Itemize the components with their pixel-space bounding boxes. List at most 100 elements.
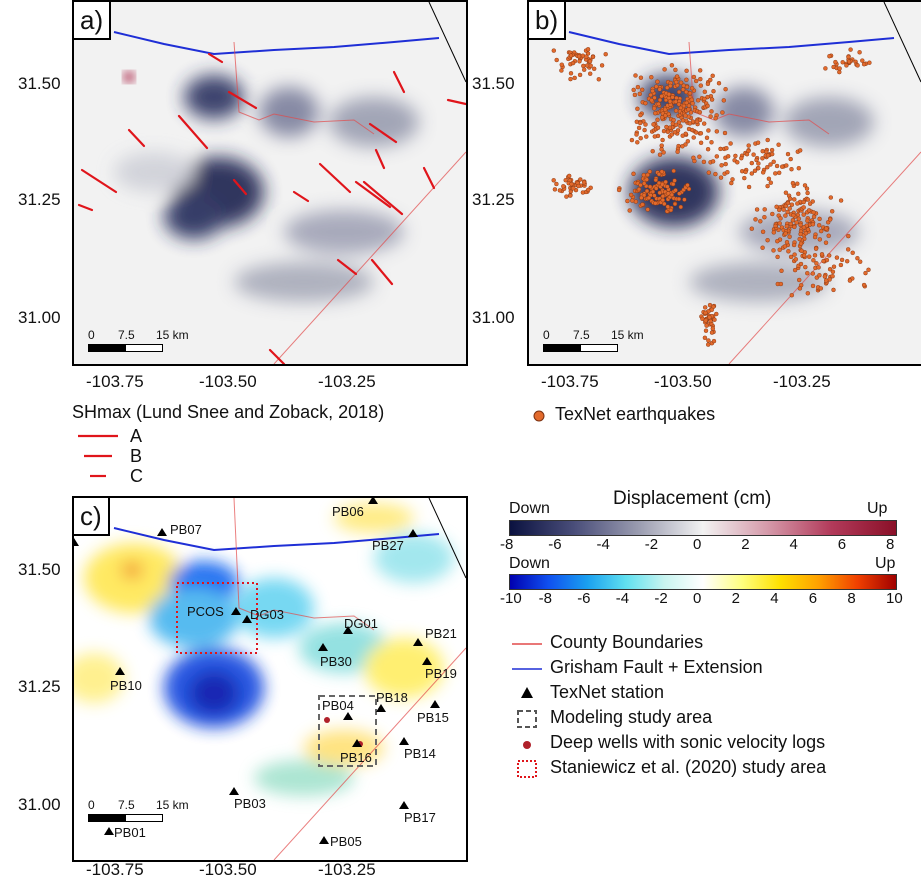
earthquake-point [811,214,817,220]
earthquake-point [636,186,642,192]
earthquake-point [754,157,759,163]
earthquake-point [789,166,794,172]
c-y-tick-3: 31.00 [18,795,61,814]
earthquake-point [710,159,716,164]
earthquake-point [665,129,671,135]
earthquake-point [684,84,690,90]
earthquake-legend-label: TexNet earthquakes [555,404,716,424]
earthquake-point [687,121,693,126]
earthquake-point [769,147,775,153]
map-legend: County Boundaries Grisham Fault + Extens… [510,632,915,812]
earthquake-point [768,180,774,185]
earthquake-point [585,47,591,52]
legend-wells: Deep wells with sonic velocity logs [550,732,826,752]
shmax-legend-a: A [130,426,143,446]
shmax-legend-title: SHmax (Lund Snee and Zoback, 2018) [72,402,385,422]
earthquake-point [636,125,642,131]
earthquake-point [663,179,668,185]
earthquake-point [848,47,853,52]
earthquake-point [671,168,676,174]
earthquake-point [635,140,640,145]
earthquake-point [660,137,665,143]
earthquake-point [775,254,780,260]
earthquake-point [863,270,868,276]
earthquake-point [591,66,597,72]
colorbar1-tick: 0 [693,536,702,553]
earthquake-point [769,151,775,157]
station-pb17: PB17 [404,810,436,825]
earthquake-point [805,271,810,276]
earthquake-point [783,190,789,195]
earthquake-point [725,154,731,159]
colorbar2-down: Down [509,555,550,572]
earthquake-point [577,59,582,64]
earthquake-point [705,103,710,109]
earthquake-point [813,246,819,251]
earthquake-point [642,127,647,133]
earthquake-point [689,85,695,91]
earthquake-point [568,71,574,76]
earthquake-point [705,342,711,347]
earthquake-point [775,238,780,244]
earthquake-point [746,184,752,190]
earthquake-point [758,219,763,224]
earthquake-point [708,318,713,324]
earthquake-point [846,233,851,239]
earthquake-point [576,54,582,59]
earthquake-point [805,227,811,232]
panel-a-map: a) 0 7.5 15 km [72,0,468,366]
c-y-tick-1: 31.50 [18,560,61,579]
earthquake-point [563,177,568,183]
earthquake-point [698,76,703,82]
earthquake-point [638,135,643,141]
earthquake-point [729,180,734,186]
earthquake-point [744,151,750,157]
colorbar1-tick: 4 [789,536,798,553]
earthquake-point [803,264,808,270]
earthquake-point [690,101,695,106]
earthquake-point [695,98,701,103]
scale-label-0: 0 [88,328,95,342]
earthquake-point [641,192,647,198]
earthquake-point [559,62,564,67]
earthquake-point [709,307,715,312]
earthquake-point [776,142,781,147]
earthquake-point [657,97,663,103]
earthquake-point [603,52,608,57]
shmax-legend-c: C [130,466,143,486]
earthquake-point [654,84,659,89]
earthquake-point [693,130,699,135]
colorbar1-tick: 8 [886,536,895,553]
earthquake-point [801,225,807,230]
earthquake-point [698,140,704,146]
earthquake-point [718,175,724,180]
earthquake-point [581,180,587,185]
a-y-tick-3: 31.00 [18,308,61,327]
earthquake-point [823,240,829,245]
earthquake-point [782,244,788,249]
earthquake-point [714,311,719,317]
earthquake-point [656,171,662,177]
station-dg01: DG01 [344,616,378,631]
station-pb21: PB21 [425,626,457,641]
earthquake-point [811,210,816,215]
earthquake-point [659,143,664,148]
earthquake-point [785,200,791,206]
earthquake-point [802,183,808,188]
earthquake-point [570,60,576,66]
earthquake-point [638,112,643,118]
earthquake-point [788,156,793,162]
scale-label-15km: 15 km [156,328,189,342]
station-pb07: PB07 [170,522,202,537]
earthquake-point [797,277,802,283]
panel-c-svg [74,498,466,860]
earthquake-point [691,74,697,80]
earthquake-point [552,187,558,192]
earthquake-point [763,149,769,155]
earthquake-point [756,161,761,166]
station-pb04: PB04 [322,698,354,713]
earthquake-point [728,141,733,146]
earthquake-point [576,183,581,189]
earthquake-point [749,226,755,231]
station-pb01: PB01 [114,825,146,840]
